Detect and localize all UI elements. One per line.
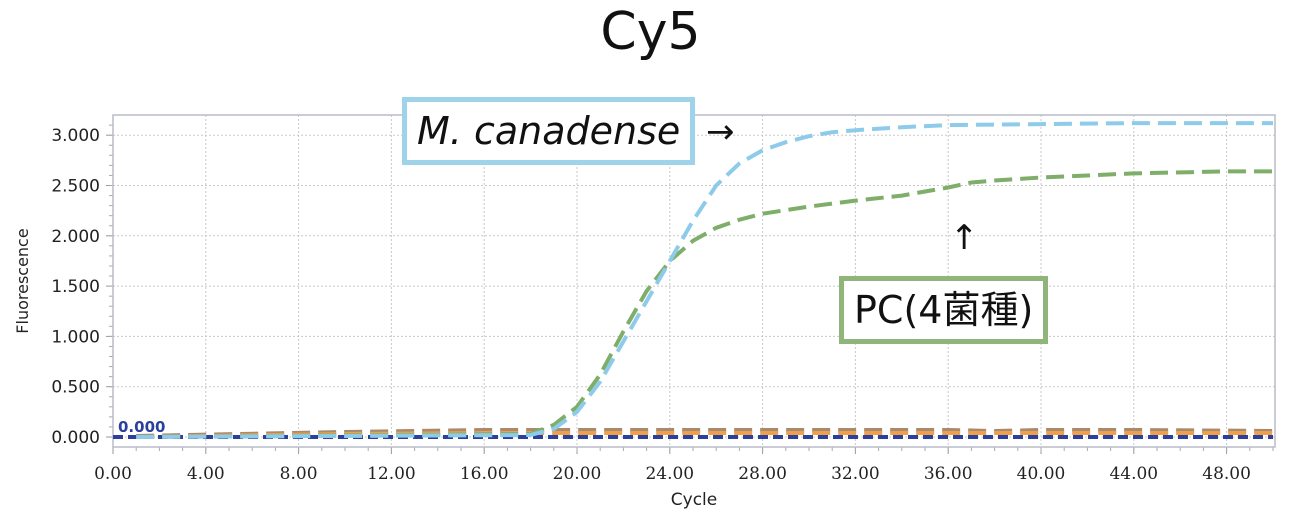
x-tick-label: 8.00 xyxy=(280,464,318,484)
chart-title: Cy5 xyxy=(600,2,701,62)
threshold-label: 0.000 xyxy=(118,418,165,436)
up-arrow-icon: ↑ xyxy=(950,218,979,258)
pc-label: PC(4菌種) xyxy=(839,276,1049,344)
x-tick-label: 44.00 xyxy=(1109,464,1158,484)
y-tick-label: 1.500 xyxy=(51,277,100,297)
x-tick-label: 4.00 xyxy=(187,464,225,484)
y-tick-label: 0.000 xyxy=(51,428,100,448)
x-axis-label: Cycle xyxy=(671,490,717,510)
right-arrow-icon: → xyxy=(706,112,735,152)
x-tick-label: 12.00 xyxy=(367,464,416,484)
y-tick-label: 0.500 xyxy=(51,378,100,398)
x-tick-label: 32.00 xyxy=(831,464,880,484)
x-tick-label: 28.00 xyxy=(738,464,787,484)
series-line-m-canadense xyxy=(136,121,1273,439)
series-line-baseline-brown xyxy=(136,428,1274,438)
x-tick-label: 48.00 xyxy=(1202,464,1251,484)
x-tick-label: 20.00 xyxy=(553,464,602,484)
x-tick-label: 16.00 xyxy=(460,464,509,484)
y-tick-label: 2.500 xyxy=(51,177,100,197)
y-tick-label: 3.000 xyxy=(51,126,100,146)
series-line-pc-4- xyxy=(136,169,1273,439)
m-canadense-label: M. canadense xyxy=(402,97,696,165)
y-axis-label: Fluorescence xyxy=(13,228,32,333)
x-tick-label: 0.00 xyxy=(94,464,132,484)
y-tick-label: 1.000 xyxy=(51,327,100,347)
x-tick-label: 24.00 xyxy=(645,464,694,484)
y-tick-label: 2.000 xyxy=(51,227,100,247)
x-tick-label: 36.00 xyxy=(924,464,973,484)
x-tick-label: 40.00 xyxy=(1017,464,1066,484)
